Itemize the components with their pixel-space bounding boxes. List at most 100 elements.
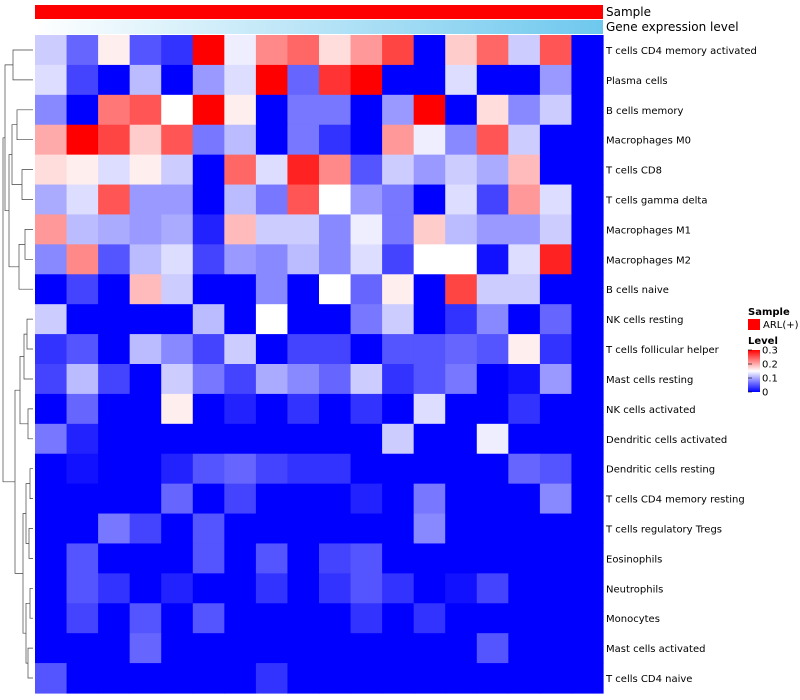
heatmap-cell: [255, 244, 289, 275]
heatmap-cell: [508, 543, 541, 574]
sample-annotation-bar: [35, 5, 603, 19]
heatmap-cell: [35, 244, 68, 275]
heatmap-cell: [255, 483, 289, 515]
heatmap-cell: [539, 124, 573, 156]
heatmap-cell: [287, 334, 320, 365]
heatmap-cell: [192, 154, 225, 186]
heatmap-cell: [192, 304, 225, 335]
heatmap-cell: [192, 184, 225, 216]
heatmap-cell: [319, 603, 352, 634]
heatmap-cell: [35, 513, 68, 545]
heatmap-cell: [224, 453, 257, 485]
heatmap-cell: [224, 64, 257, 96]
heatmap-cell: [413, 214, 446, 245]
heatmap-cell: [382, 543, 415, 574]
heatmap-cell: [35, 214, 68, 245]
heatmap-cell: [508, 94, 541, 126]
heatmap-cell: [129, 184, 162, 216]
heatmap-cell: [98, 94, 131, 126]
heatmap-cell: [98, 603, 131, 634]
heatmap-cell: [539, 304, 573, 335]
heatmap-cell: [35, 334, 68, 365]
heatmap-cell: [445, 64, 478, 96]
heatmap-cell: [129, 423, 162, 455]
heatmap-cell: [161, 304, 194, 335]
heatmap-cell: [476, 124, 509, 156]
heatmap-cell: [35, 304, 68, 335]
heatmap-cell: [350, 64, 383, 96]
heatmap-cell: [255, 35, 289, 66]
heatmap-cell: [255, 393, 289, 425]
heatmap-cell: [224, 573, 257, 604]
heatmap-cell: [129, 35, 162, 66]
heatmap-cell: [98, 274, 131, 305]
heatmap-cell: [413, 423, 446, 455]
heatmap-cell: [539, 94, 573, 126]
heatmap-cell: [382, 663, 415, 694]
heatmap-cell: [413, 663, 446, 694]
heatmap-cell: [224, 35, 257, 66]
heatmap-cell: [66, 334, 99, 365]
heatmap-cell: [161, 184, 194, 216]
heatmap-cell: [66, 364, 99, 395]
heatmap-cell: [35, 543, 68, 574]
heatmap-cell: [350, 154, 383, 186]
heatmap-cell: [192, 244, 225, 275]
heatmap-cell: [508, 154, 541, 186]
heatmap-cell: [224, 393, 257, 425]
heatmap-cell: [319, 633, 352, 664]
heatmap-cell: [350, 513, 383, 545]
heatmap-cell: [161, 543, 194, 574]
heatmap-cell: [255, 94, 289, 126]
heatmap-cell: [255, 543, 289, 574]
heatmap-cell: [508, 573, 541, 604]
heatmap-cell: [224, 334, 257, 365]
heatmap-cell: [255, 64, 289, 96]
heatmap-cell: [508, 124, 541, 156]
heatmap-cell: [35, 603, 68, 634]
heatmap-cell: [508, 603, 541, 634]
heatmap-cell: [224, 483, 257, 515]
row-label: Macrophages M2: [606, 255, 691, 266]
heatmap-cell: [319, 483, 352, 515]
dendrogram-branch: [24, 229, 33, 260]
heatmap-cell: [287, 543, 320, 574]
heatmap-cell: [539, 453, 573, 485]
row-label: T cells CD4 memory activated: [605, 46, 757, 57]
heatmap-cell: [571, 124, 604, 156]
heatmap-cell: [350, 603, 383, 634]
heatmap-cell: [413, 304, 446, 335]
heatmap-cell: [192, 573, 225, 604]
heatmap-cell: [382, 244, 415, 275]
heatmap-cell: [413, 543, 446, 574]
heatmap-cell: [319, 184, 352, 216]
heatmap-cell: [382, 94, 415, 126]
heatmap-cell: [66, 184, 99, 216]
heatmap-cell: [382, 364, 415, 395]
heatmap-cell: [224, 244, 257, 275]
heatmap-cell: [508, 663, 541, 694]
heatmap-cell: [382, 393, 415, 425]
heatmap-cell: [98, 573, 131, 604]
heatmap-cell: [98, 154, 131, 186]
heatmap-cell: [571, 214, 604, 245]
legend-tick-label: 0: [762, 388, 768, 399]
dendrogram-branch: [29, 468, 33, 499]
heatmap-cell: [98, 214, 131, 245]
heatmap-cell: [161, 244, 194, 275]
heatmap-cell: [35, 274, 68, 305]
heatmap-cell: [161, 334, 194, 365]
heatmap-cell: [350, 573, 383, 604]
legend-tick-label: 0.2: [762, 360, 778, 371]
heatmap-cell: [98, 423, 131, 455]
heatmap-cell: [129, 154, 162, 186]
row-label: Monocytes: [606, 614, 660, 625]
heatmap-cell: [192, 274, 225, 305]
heatmap-cell: [255, 214, 289, 245]
heatmap-cell: [224, 633, 257, 664]
heatmap-cell: [539, 274, 573, 305]
heatmap-cell: [445, 423, 478, 455]
heatmap-cell: [66, 513, 99, 545]
heatmap-cell: [508, 393, 541, 425]
heatmap-cell: [98, 334, 131, 365]
